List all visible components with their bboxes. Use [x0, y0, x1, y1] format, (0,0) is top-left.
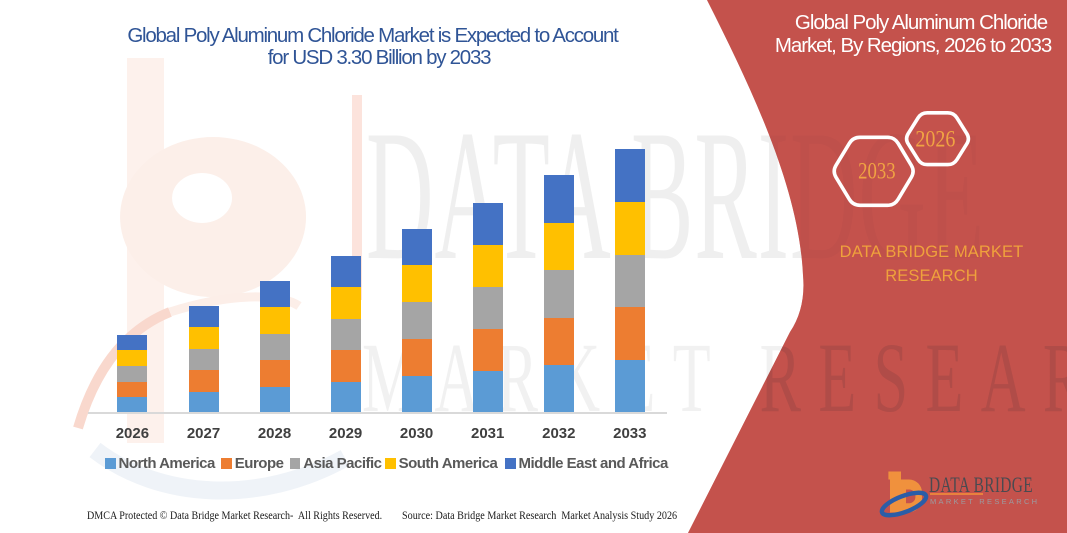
svg-text:2033: 2033 [858, 159, 896, 185]
svg-text:2026: 2026 [915, 126, 955, 152]
